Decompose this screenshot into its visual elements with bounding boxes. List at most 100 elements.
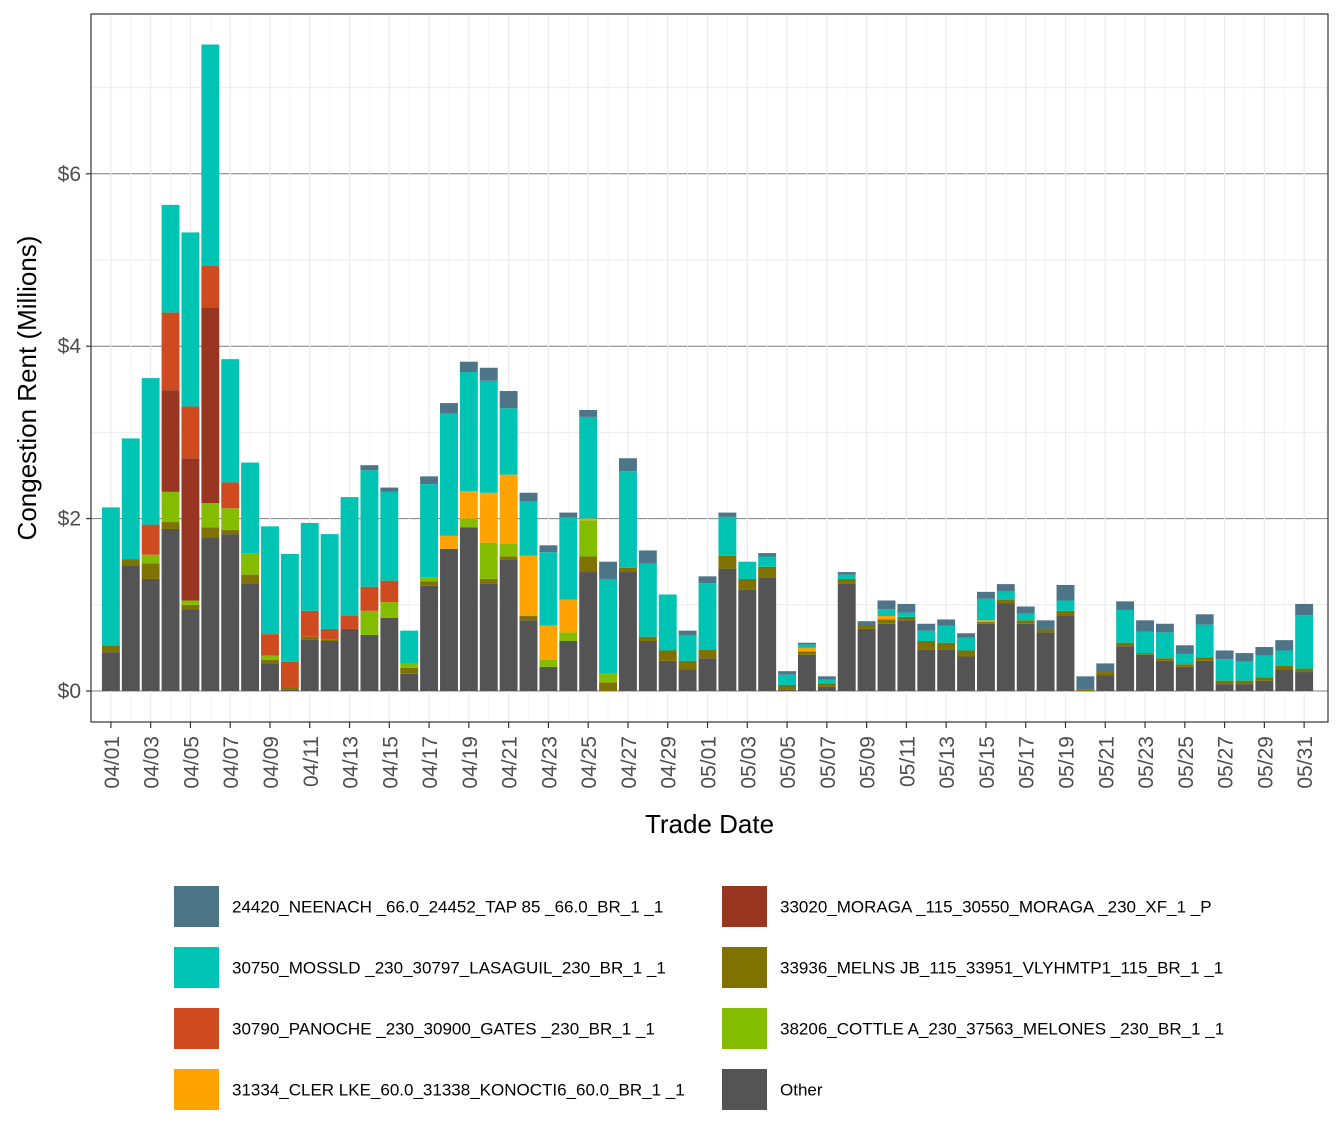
bar-segment: [539, 552, 558, 626]
bar-segment: [400, 663, 419, 668]
bar-segment: [1016, 620, 1035, 624]
legend-label: 38206_COTTLE A_230_37563_MELONES _230_BR…: [780, 1020, 1224, 1039]
bar-segment: [280, 661, 299, 688]
bar-segment: [1215, 680, 1234, 685]
bar-segment: [1136, 631, 1154, 654]
bar-segment: [718, 512, 737, 517]
bar-segment: [1295, 672, 1314, 691]
bar-segment: [1215, 659, 1234, 681]
bar-segment: [479, 578, 498, 584]
bar-segment: [937, 642, 956, 650]
bar-segment: [1295, 668, 1314, 673]
bar-segment: [1235, 653, 1254, 662]
bar-segment: [261, 655, 279, 660]
bar-segment: [996, 599, 1015, 604]
bar-segment: [459, 491, 478, 519]
bar-segment: [459, 372, 478, 492]
bar-segment: [957, 637, 975, 651]
bar-segment: [1016, 606, 1035, 614]
bar-segment: [519, 501, 538, 556]
x-tick-label: 05/09: [857, 736, 880, 789]
bar-segment: [1076, 676, 1095, 690]
bar-segment: [340, 616, 359, 629]
bar-segment: [380, 617, 399, 691]
x-tick-label: 04/05: [180, 736, 203, 789]
bar-segment: [1096, 675, 1115, 691]
bar-segment: [877, 619, 896, 624]
bar-segment: [1215, 684, 1234, 691]
bar-segment: [320, 628, 339, 640]
x-tick-label: 04/17: [419, 736, 442, 789]
x-tick-label: 05/17: [1016, 736, 1039, 789]
bar-segment: [221, 529, 240, 535]
bar-segment: [1255, 655, 1274, 678]
bar-segment: [300, 636, 319, 640]
x-axis-title: Trade Date: [645, 809, 774, 839]
x-tick-label: 04/19: [459, 736, 482, 789]
bar-segment: [1255, 680, 1274, 691]
bar-segment: [678, 660, 697, 670]
bar-segment: [996, 591, 1015, 600]
bar-segment: [161, 491, 180, 523]
bar-segment: [1295, 603, 1314, 616]
x-tick-label: 04/25: [578, 736, 601, 789]
bar-segment: [619, 567, 637, 573]
bar-segment: [519, 616, 538, 621]
legend-label: 24420_NEENACH _66.0_24452_TAP 85 _66.0_B…: [232, 898, 663, 917]
bar-segment: [996, 603, 1015, 691]
bar-segment: [1155, 632, 1174, 659]
bar-segment: [400, 667, 419, 674]
bar-segment: [181, 232, 200, 407]
bar-segment: [917, 641, 936, 650]
bar-segment: [917, 623, 936, 631]
legend-swatch: [174, 1069, 219, 1110]
bar-segment: [141, 554, 160, 564]
bar-segment: [539, 545, 558, 553]
bar-segment: [976, 598, 995, 621]
bar-segment: [1275, 669, 1294, 691]
bar-segment: [121, 438, 140, 560]
bar-segment: [1155, 623, 1174, 633]
bar-segment: [1195, 624, 1214, 658]
bar-segment: [1096, 672, 1115, 676]
bar-segment: [141, 524, 160, 555]
bar-segment: [957, 656, 975, 691]
bar-segment: [658, 660, 677, 691]
bar-segment: [559, 641, 578, 691]
x-tick-label: 05/15: [976, 736, 999, 789]
bar-segment: [1295, 615, 1314, 669]
x-tick-label: 04/01: [101, 736, 124, 789]
bar-segment: [658, 594, 677, 651]
bar-segment: [877, 609, 896, 617]
bar-segment: [857, 628, 876, 691]
bar-segment: [937, 649, 956, 691]
bar-segment: [817, 686, 836, 691]
bar-segment: [261, 634, 279, 656]
bar-segment: [897, 612, 916, 617]
x-tick-label: 04/03: [141, 736, 164, 789]
legend-label: Other: [780, 1081, 823, 1100]
bar-segment: [1235, 684, 1254, 691]
bar-segment: [698, 658, 717, 691]
bar-segment: [1136, 620, 1154, 632]
bar-segment: [499, 556, 518, 560]
bar-segment: [499, 408, 518, 475]
bar-segment: [698, 583, 717, 650]
bar-segment: [718, 516, 737, 556]
bar-segment: [957, 650, 975, 657]
bar-segment: [440, 548, 458, 691]
bar-segment: [380, 602, 399, 618]
bar-segment: [559, 632, 578, 641]
bar-segment: [738, 561, 757, 579]
bar-segment: [380, 487, 399, 492]
bar-segment: [420, 581, 439, 586]
bar-segment: [499, 543, 518, 557]
bar-segment: [400, 630, 419, 664]
bar-segment: [400, 673, 419, 691]
bar-segment: [698, 649, 717, 659]
bar-segment: [619, 458, 637, 472]
legend-item: 24420_NEENACH _66.0_24452_TAP 85 _66.0_B…: [174, 886, 663, 927]
bar-segment: [996, 584, 1015, 592]
bar-segment: [897, 616, 916, 621]
bar-segment: [976, 623, 995, 691]
